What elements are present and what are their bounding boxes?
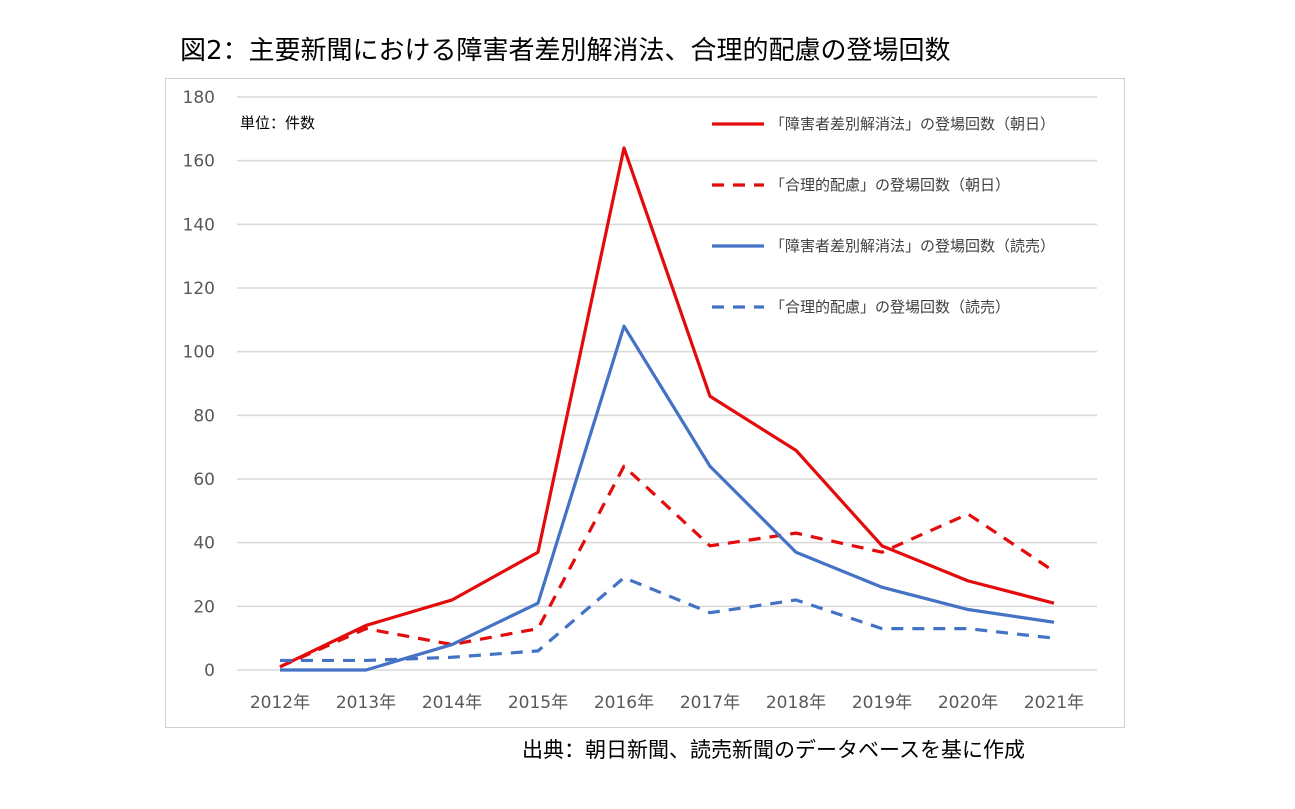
chart-title: 図2：主要新聞における障害者差別解消法、合理的配慮の登場回数 <box>180 36 951 66</box>
x-tick-label: 2018年 <box>766 693 826 713</box>
y-tick-label: 120 <box>183 279 215 299</box>
x-tick-label: 2014年 <box>422 693 482 713</box>
x-tick-label: 2016年 <box>594 693 654 713</box>
y-tick-label: 20 <box>193 597 215 617</box>
y-tick-label: 100 <box>183 343 215 363</box>
y-tick-label: 140 <box>183 215 215 235</box>
y-tick-label: 40 <box>193 534 215 554</box>
legend-label-1: 「合理的配慮」の登場回数（朝日） <box>770 176 1010 194</box>
y-tick-label: 80 <box>193 406 215 426</box>
y-tick-label: 0 <box>204 661 215 681</box>
y-tick-label: 180 <box>183 88 215 108</box>
legend-label-2: 「障害者差別解消法」の登場回数（読売） <box>770 237 1055 255</box>
series-line-3 <box>280 576 1055 663</box>
x-tick-label: 2017年 <box>680 693 740 713</box>
series-line-1 <box>279 464 1055 669</box>
x-tick-label: 2015年 <box>508 693 568 713</box>
x-tick-label: 2012年 <box>250 693 310 713</box>
x-tick-label: 2021年 <box>1024 693 1084 713</box>
legend-label-3: 「合理的配慮」の登場回数（読売） <box>770 298 1010 316</box>
series-line-2 <box>280 324 1055 672</box>
unit-label: 単位：件数 <box>240 114 315 132</box>
series-line-0 <box>279 146 1055 669</box>
legend-label-0: 「障害者差別解消法」の登場回数（朝日） <box>770 115 1055 133</box>
x-tick-label: 2013年 <box>336 693 396 713</box>
x-tick-label: 2019年 <box>852 693 912 713</box>
chart-frame <box>165 78 1125 728</box>
y-tick-label: 160 <box>183 152 215 172</box>
source-note: 出典：朝日新聞、読売新聞のデータベースを基に作成 <box>522 738 1025 762</box>
x-tick-label: 2020年 <box>938 693 998 713</box>
y-tick-label: 60 <box>193 470 215 490</box>
